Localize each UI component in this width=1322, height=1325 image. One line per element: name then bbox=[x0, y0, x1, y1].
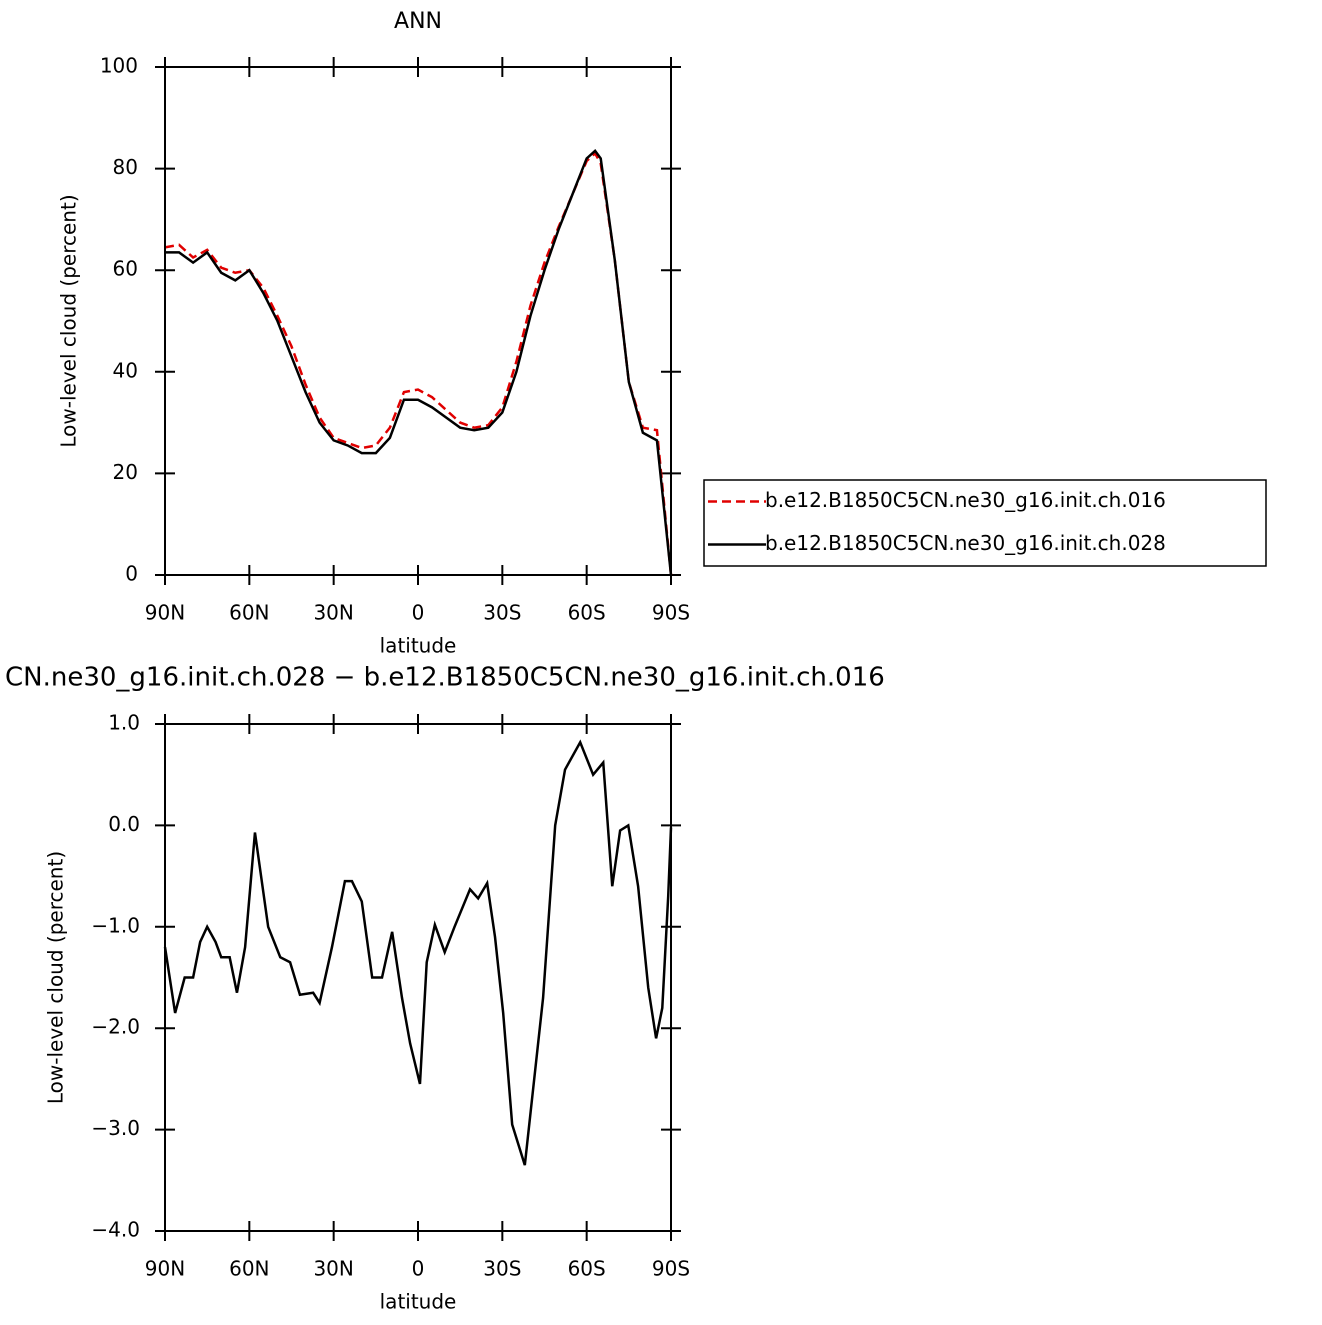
y-tick-label: −1.0 bbox=[91, 913, 140, 937]
plot-frame bbox=[164, 723, 672, 1232]
x-tick-label: 30S bbox=[483, 601, 521, 625]
x-axis-label: latitude bbox=[380, 634, 457, 658]
x-tick-label: 90N bbox=[145, 601, 185, 625]
x-tick-label: 90S bbox=[652, 1257, 690, 1281]
chart-title: ANN bbox=[394, 9, 442, 34]
y-tick-label: 1.0 bbox=[108, 711, 140, 735]
y-tick-label: 40 bbox=[113, 358, 138, 382]
y-tick-label: 60 bbox=[113, 257, 138, 281]
x-tick-label: 0 bbox=[412, 601, 425, 625]
y-tick-label: 20 bbox=[113, 460, 138, 484]
data-line bbox=[163, 739, 673, 1166]
x-tick-label: 60S bbox=[568, 1257, 606, 1281]
x-tick-label: 60N bbox=[229, 1257, 269, 1281]
x-tick-label: 30S bbox=[483, 1257, 521, 1281]
x-tick-label: 90N bbox=[145, 1257, 185, 1281]
y-tick-label: 0.0 bbox=[108, 812, 140, 836]
chart-title: CN.ne30_g16.init.ch.028 − b.e12.B1850C5C… bbox=[5, 663, 885, 693]
legend-label: b.e12.B1850C5CN.ne30_g16.init.ch.016 bbox=[765, 488, 1166, 512]
y-tick-label: −2.0 bbox=[91, 1015, 140, 1039]
x-tick-label: 60N bbox=[229, 601, 269, 625]
y-axis-label: Low-level cloud (percent) bbox=[44, 851, 68, 1104]
y-tick-label: 0 bbox=[125, 562, 138, 586]
x-tick-label: 90S bbox=[652, 601, 690, 625]
y-tick-label: −3.0 bbox=[91, 1116, 140, 1140]
x-tick-label: 0 bbox=[412, 1257, 425, 1281]
y-tick-label: 80 bbox=[113, 155, 138, 179]
y-tick-label: −4.0 bbox=[91, 1218, 140, 1242]
plot-frame bbox=[164, 66, 672, 576]
x-axis-label: latitude bbox=[380, 1290, 457, 1314]
legend-box bbox=[703, 479, 1267, 567]
data-line bbox=[164, 151, 673, 576]
data-line bbox=[165, 148, 673, 576]
legend-label: b.e12.B1850C5CN.ne30_g16.init.ch.028 bbox=[765, 531, 1166, 555]
y-tick-label: 100 bbox=[100, 54, 138, 78]
x-tick-label: 60S bbox=[568, 601, 606, 625]
x-tick-label: 30N bbox=[313, 601, 353, 625]
y-axis-label: Low-level cloud (percent) bbox=[57, 194, 81, 447]
x-tick-label: 30N bbox=[313, 1257, 353, 1281]
